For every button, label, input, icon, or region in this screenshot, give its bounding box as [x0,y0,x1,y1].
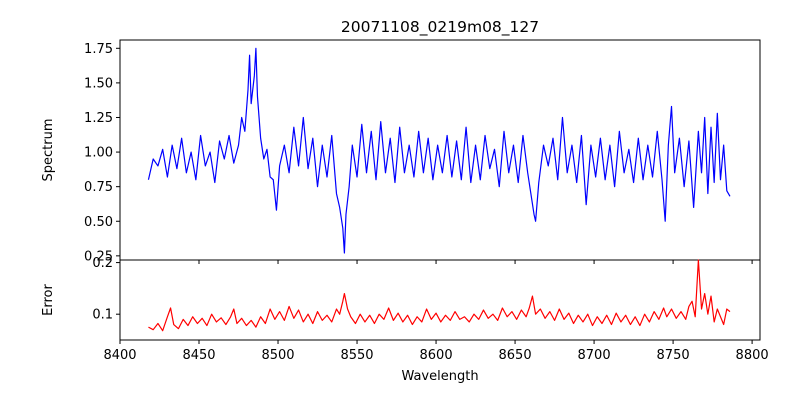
error-y-ticks: 0.1 0.2 [92,256,120,323]
spectrum-y-tick-label: 0.25 [84,249,113,264]
error-x-tick-label: 8400 [103,348,136,363]
error-y-axis-label: Error [41,284,56,316]
error-x-tick-label: 8700 [578,348,611,363]
spectrum-y-tick-label: 1.75 [84,42,113,57]
spectrum-y-tick-label: 1.00 [84,146,113,161]
error-x-tick-label: 8650 [499,348,532,363]
error-panel: 0.10.2 8400 8450 8500 8550 8600 8650 8700 8750 8… [41,256,769,363]
error-x-tick-label: 8600 [420,348,453,363]
error-y-tick-label: 0.2 [92,256,113,271]
error-y-tick-label: 0.1 [92,308,113,323]
error-series-line [148,259,731,332]
spectrum-panel: 0.25 0.50 0.75 1.00 1.25 1.50 1.75 Spectrum [41,39,761,264]
spectrum-x-ticks [119,260,753,264]
spectrum-y-tick-label: 1.25 [84,111,113,126]
spectrum-y-ticks: 0.25 0.50 0.75 1.00 1.25 1.50 1.75 [84,42,120,264]
spectrum-y-tick-label: 0.75 [84,180,113,195]
x-axis-label: Wavelength [401,369,478,384]
error-x-tick-label: 8750 [657,348,690,363]
error-x-ticks: 8400 8450 8500 8550 8600 8650 8700 8750 8800 [103,340,769,363]
spectrum-series-line [147,47,731,254]
error-x-tick-label: 8800 [736,348,769,363]
spectrum-plot-frame [119,39,761,261]
error-x-tick-label: 8500 [261,348,294,363]
error-x-tick-label: 8450 [182,348,215,363]
chart-title: 20071108_0219m08_127 [341,18,539,37]
spectrum-y-axis-label: Spectrum [41,119,56,182]
spectrum-y-tick-label: 0.50 [84,215,113,230]
error-x-tick-label: 8550 [340,348,373,363]
spectrum-y-tick-label: 1.50 [84,76,113,91]
error-plot-frame [119,259,761,341]
